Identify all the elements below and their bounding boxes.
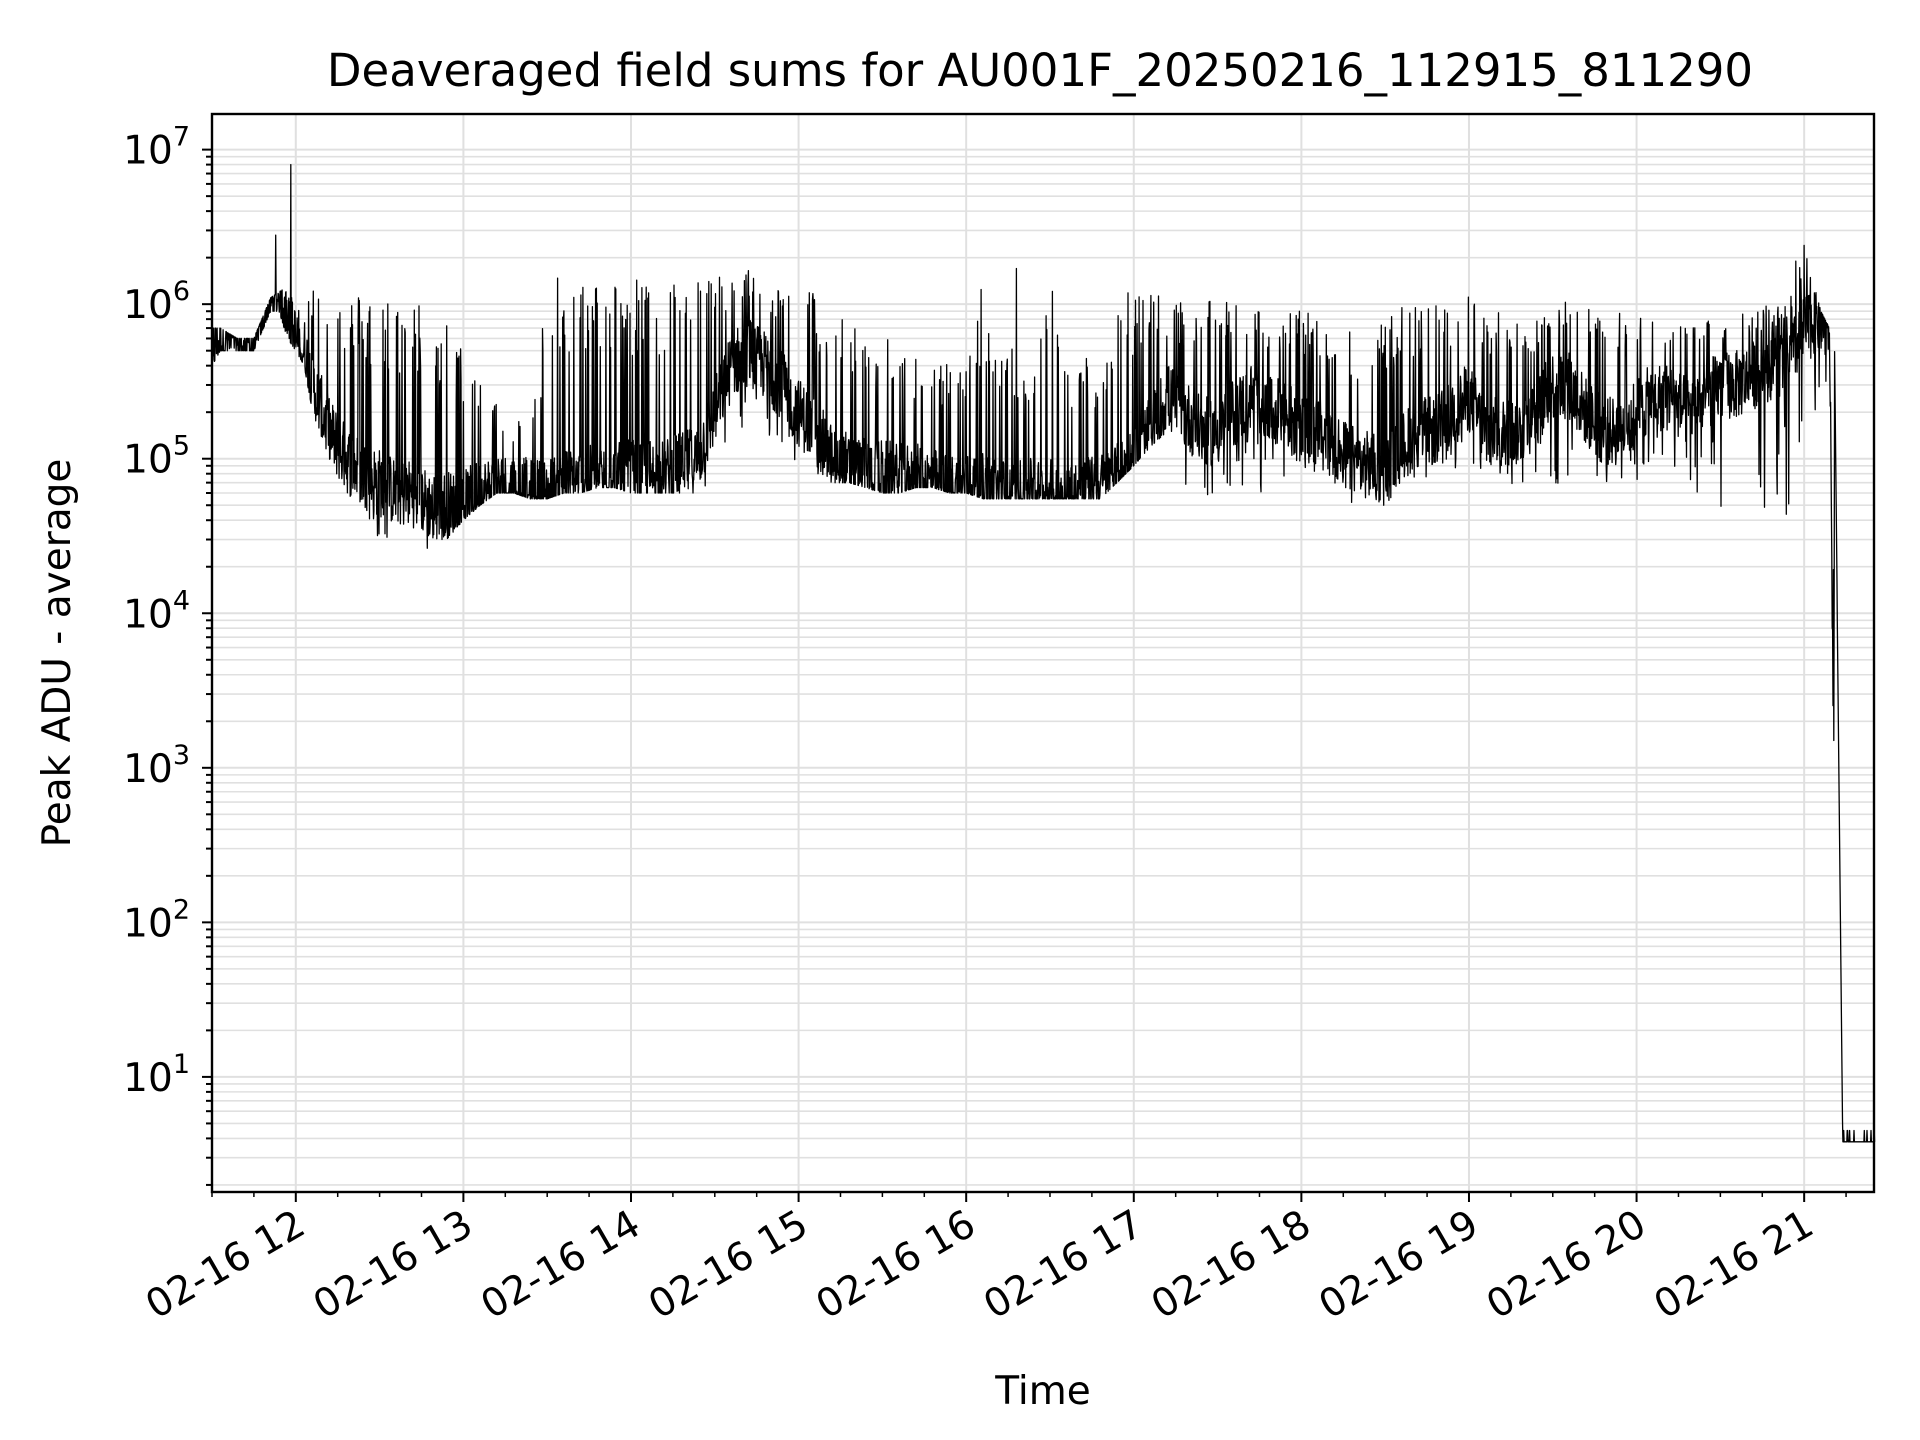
grid xyxy=(212,114,1874,1192)
series-line xyxy=(211,163,1876,1143)
plot-frame xyxy=(210,112,1876,1194)
y-axis: 101 102 103 104 105 106 107 xyxy=(123,122,212,1186)
y-tick-label: 105 xyxy=(123,431,190,483)
y-tick-label: 104 xyxy=(123,585,190,637)
y-axis-label: Peak ADU - average xyxy=(35,459,80,848)
x-axis-label: Time xyxy=(994,1369,1090,1414)
y-tick-label: 101 xyxy=(123,1049,190,1101)
y-tick-label: 102 xyxy=(123,894,190,946)
y-tick-label: 103 xyxy=(123,740,190,792)
y-tick-label: 106 xyxy=(123,276,190,328)
chart-title: Deaveraged field sums for AU001F_2025021… xyxy=(327,44,1753,97)
y-tick-label: 107 xyxy=(123,122,190,174)
data-series xyxy=(211,163,1876,1143)
